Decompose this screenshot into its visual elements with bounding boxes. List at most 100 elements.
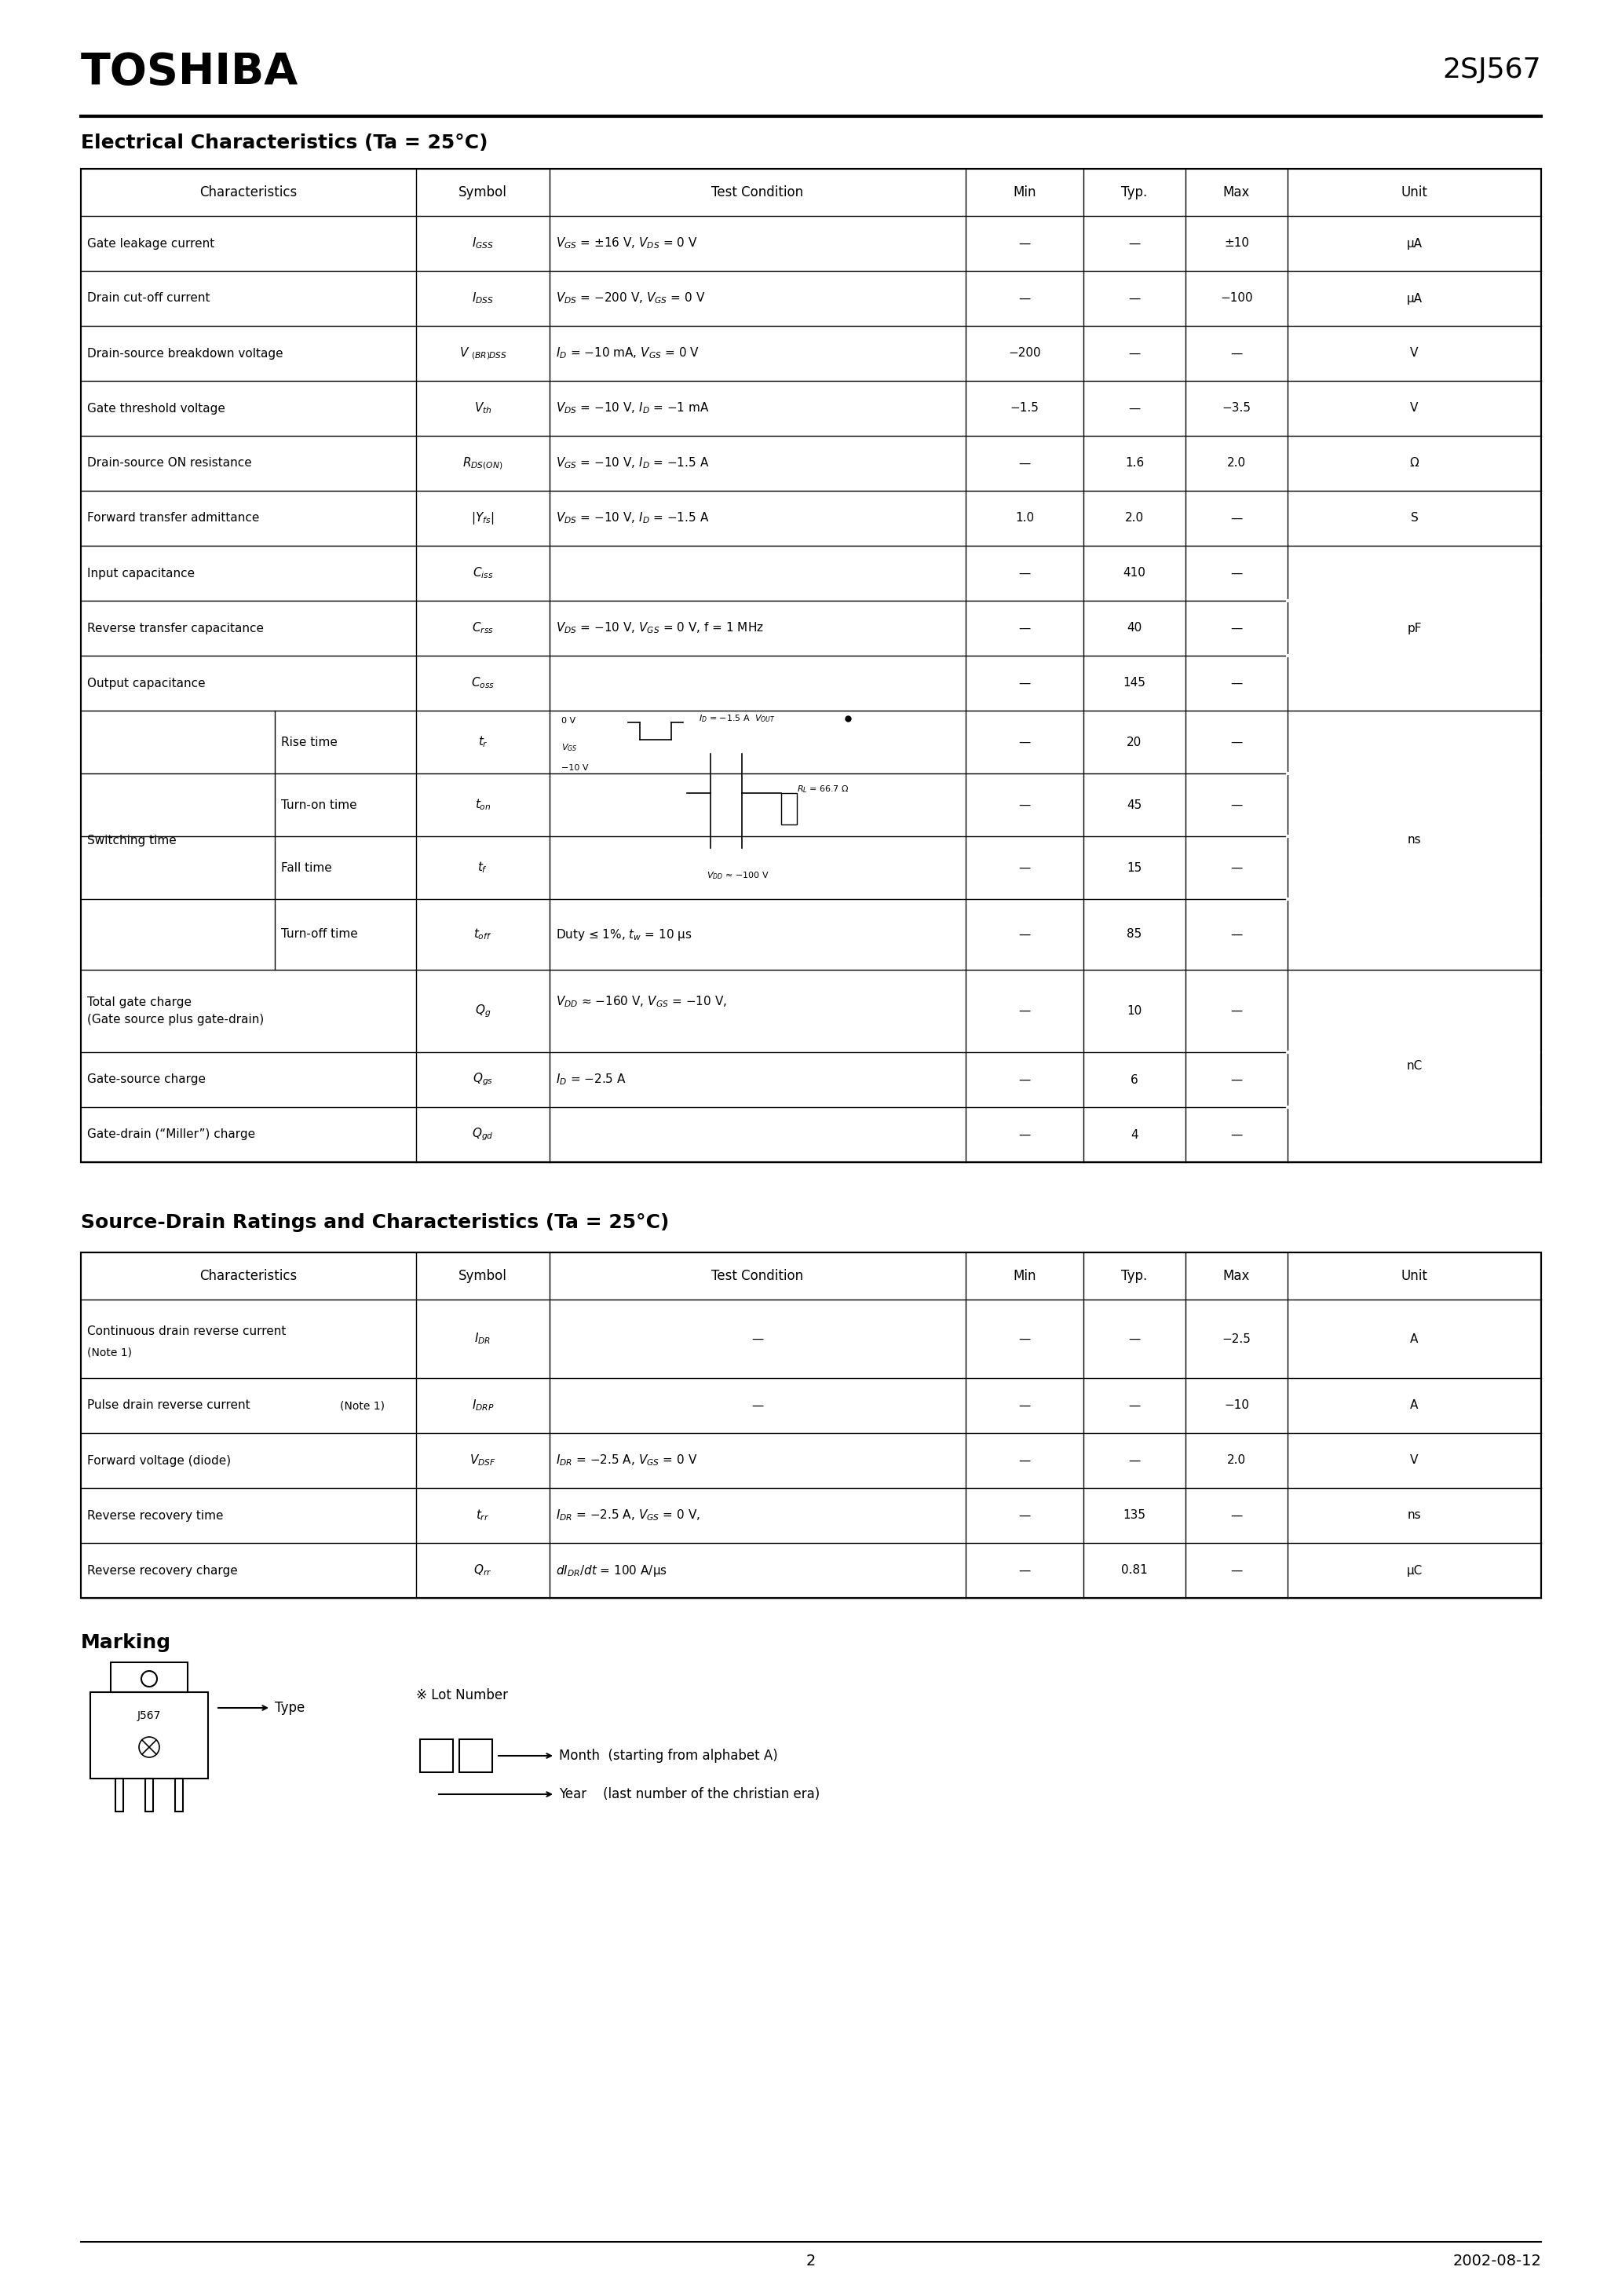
Text: 10: 10 bbox=[1127, 1006, 1142, 1017]
Text: −10: −10 bbox=[1225, 1401, 1249, 1412]
Text: $t_{off}$: $t_{off}$ bbox=[474, 928, 491, 941]
Bar bbox=[459, 1740, 491, 1773]
Text: $Q_{gd}$: $Q_{gd}$ bbox=[472, 1127, 493, 1143]
Text: Source-Drain Ratings and Characteristics (Ta = 25°C): Source-Drain Ratings and Characteristics… bbox=[81, 1212, 670, 1233]
Text: —: — bbox=[1019, 928, 1030, 941]
Text: $Q_g$: $Q_g$ bbox=[475, 1003, 491, 1019]
Text: —: — bbox=[1019, 1075, 1030, 1086]
Text: $C_{rss}$: $C_{rss}$ bbox=[472, 620, 493, 636]
Text: 2SJ567: 2SJ567 bbox=[1442, 57, 1541, 83]
Text: Min: Min bbox=[1014, 1270, 1036, 1283]
Bar bbox=[420, 1740, 453, 1773]
Text: —: — bbox=[1019, 677, 1030, 689]
Text: Fall time: Fall time bbox=[281, 861, 333, 872]
Text: —: — bbox=[751, 1401, 764, 1412]
Text: Marking: Marking bbox=[81, 1632, 172, 1653]
Text: —: — bbox=[1231, 737, 1242, 748]
Text: TOSHIBA: TOSHIBA bbox=[81, 51, 298, 94]
Text: —: — bbox=[1019, 1456, 1030, 1467]
Text: $I_{DR}$: $I_{DR}$ bbox=[475, 1332, 491, 1345]
Text: —: — bbox=[1231, 567, 1242, 579]
Text: Rise time: Rise time bbox=[281, 737, 337, 748]
Text: Typ.: Typ. bbox=[1121, 186, 1147, 200]
Text: Type: Type bbox=[274, 1701, 305, 1715]
Text: 0.81: 0.81 bbox=[1121, 1564, 1148, 1577]
Text: —: — bbox=[1019, 567, 1030, 579]
Text: Continuous drain reverse current: Continuous drain reverse current bbox=[88, 1325, 285, 1336]
Text: 20: 20 bbox=[1127, 737, 1142, 748]
Bar bbox=[91, 1692, 208, 1779]
Text: $Q_{rr}$: $Q_{rr}$ bbox=[474, 1564, 491, 1577]
Text: Switching time: Switching time bbox=[88, 833, 177, 847]
Text: $|Y_{fs}|$: $|Y_{fs}|$ bbox=[472, 510, 495, 526]
Text: Max: Max bbox=[1223, 186, 1251, 200]
Text: Test Condition: Test Condition bbox=[712, 186, 803, 200]
Text: −1.5: −1.5 bbox=[1011, 402, 1040, 413]
Text: —: — bbox=[1129, 1456, 1140, 1467]
Text: Total gate charge
(Gate source plus gate-drain): Total gate charge (Gate source plus gate… bbox=[88, 996, 264, 1024]
Text: —: — bbox=[1129, 347, 1140, 358]
Text: $I_D$ = −2.5 A: $I_D$ = −2.5 A bbox=[556, 1072, 626, 1086]
Text: Unit: Unit bbox=[1401, 186, 1427, 200]
Text: $dI_{DR}/dt$ = 100 A/μs: $dI_{DR}/dt$ = 100 A/μs bbox=[556, 1564, 667, 1577]
Bar bbox=[81, 1251, 1541, 1598]
Text: μA: μA bbox=[1406, 292, 1422, 305]
Text: Reverse transfer capacitance: Reverse transfer capacitance bbox=[88, 622, 264, 634]
Bar bbox=[110, 1662, 188, 1692]
Text: V $_{(BR) DSS}$: V $_{(BR) DSS}$ bbox=[459, 347, 506, 360]
Text: —: — bbox=[1129, 402, 1140, 413]
Text: 85: 85 bbox=[1127, 928, 1142, 941]
Text: $I_{DR}$ = −2.5 A, $V_{GS}$ = 0 V: $I_{DR}$ = −2.5 A, $V_{GS}$ = 0 V bbox=[556, 1453, 697, 1467]
Text: Output capacitance: Output capacitance bbox=[88, 677, 206, 689]
Bar bbox=[81, 1251, 1541, 1598]
Text: 15: 15 bbox=[1127, 861, 1142, 872]
Text: $I_{DRP}$: $I_{DRP}$ bbox=[472, 1398, 495, 1412]
Text: —: — bbox=[1019, 1006, 1030, 1017]
Text: $V_{DD}$ ≈ −160 V, $V_{GS}$ = −10 V,: $V_{DD}$ ≈ −160 V, $V_{GS}$ = −10 V, bbox=[556, 994, 727, 1008]
Text: Year    (last number of the christian era): Year (last number of the christian era) bbox=[560, 1786, 819, 1802]
Text: $t_r$: $t_r$ bbox=[478, 735, 488, 748]
Bar bbox=[81, 170, 1541, 1162]
Text: —: — bbox=[1231, 1075, 1242, 1086]
Text: Electrical Characteristics (Ta = 25°C): Electrical Characteristics (Ta = 25°C) bbox=[81, 133, 488, 152]
Text: —: — bbox=[1231, 1130, 1242, 1141]
Bar bbox=[115, 1779, 123, 1812]
Text: 2.0: 2.0 bbox=[1228, 457, 1246, 468]
Text: —: — bbox=[1231, 861, 1242, 872]
Text: $V_{DS}$ = −10 V, $V_{GS}$ = 0 V, f = 1 MHz: $V_{DS}$ = −10 V, $V_{GS}$ = 0 V, f = 1 … bbox=[556, 620, 764, 636]
Text: $t_f$: $t_f$ bbox=[478, 861, 488, 875]
Text: Drain-source breakdown voltage: Drain-source breakdown voltage bbox=[88, 347, 284, 358]
Text: 2.0: 2.0 bbox=[1228, 1456, 1246, 1467]
Text: Characteristics: Characteristics bbox=[200, 1270, 297, 1283]
Text: Ω: Ω bbox=[1410, 457, 1419, 468]
Text: Month  (starting from alphabet A): Month (starting from alphabet A) bbox=[560, 1750, 779, 1763]
Text: $I_{DSS}$: $I_{DSS}$ bbox=[472, 292, 493, 305]
Bar bbox=[81, 170, 1541, 1162]
Text: —: — bbox=[1231, 1006, 1242, 1017]
Bar bbox=[146, 1779, 152, 1812]
Text: 45: 45 bbox=[1127, 799, 1142, 810]
Text: ±10: ±10 bbox=[1225, 236, 1249, 250]
Text: 2002-08-12: 2002-08-12 bbox=[1453, 2255, 1541, 2268]
Text: S: S bbox=[1411, 512, 1418, 523]
Text: ns: ns bbox=[1408, 1508, 1421, 1522]
Text: $Q_{gs}$: $Q_{gs}$ bbox=[472, 1072, 493, 1088]
Text: 145: 145 bbox=[1122, 677, 1145, 689]
Text: $C_{oss}$: $C_{oss}$ bbox=[470, 675, 495, 691]
Text: Forward voltage (diode): Forward voltage (diode) bbox=[88, 1456, 230, 1467]
Text: 40: 40 bbox=[1127, 622, 1142, 634]
Text: 2: 2 bbox=[806, 2255, 816, 2268]
Text: $t_{rr}$: $t_{rr}$ bbox=[475, 1508, 490, 1522]
Text: Characteristics: Characteristics bbox=[200, 186, 297, 200]
Text: (Note 1): (Note 1) bbox=[88, 1348, 131, 1359]
Text: $V_{DS}$ = −200 V, $V_{GS}$ = 0 V: $V_{DS}$ = −200 V, $V_{GS}$ = 0 V bbox=[556, 292, 706, 305]
Text: $I_D$ = −1.5 A  $V_{OUT}$: $I_D$ = −1.5 A $V_{OUT}$ bbox=[699, 714, 775, 723]
Text: $I_{GSS}$: $I_{GSS}$ bbox=[472, 236, 493, 250]
Text: —: — bbox=[1019, 861, 1030, 872]
Text: $C_{iss}$: $C_{iss}$ bbox=[472, 565, 493, 581]
Text: 410: 410 bbox=[1122, 567, 1145, 579]
Text: —: — bbox=[1129, 292, 1140, 305]
Text: −200: −200 bbox=[1009, 347, 1041, 358]
Text: $I_{DR}$ = −2.5 A, $V_{GS}$ = 0 V,: $I_{DR}$ = −2.5 A, $V_{GS}$ = 0 V, bbox=[556, 1508, 701, 1522]
Text: Gate-drain (“Miller”) charge: Gate-drain (“Miller”) charge bbox=[88, 1130, 255, 1141]
